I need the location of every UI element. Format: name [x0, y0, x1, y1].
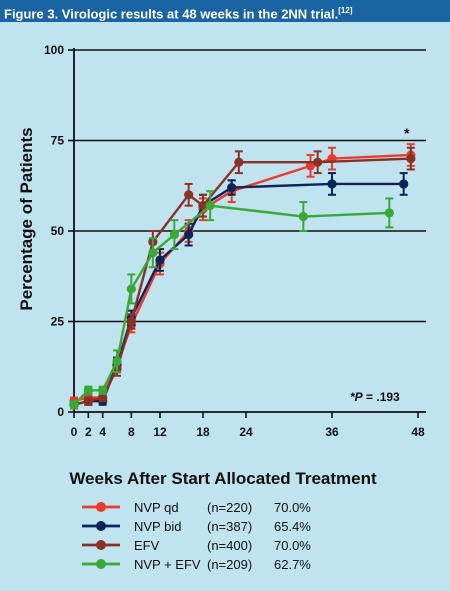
series-nvp-efv	[69, 190, 394, 410]
data-point	[198, 201, 208, 211]
legend: NVP qd (n=220) 70.0% NVP bid (n=387) 65.4% EFV…	[82, 500, 311, 572]
axes	[68, 48, 426, 418]
data-point	[98, 385, 108, 395]
legend-series-name: NVP qd	[134, 500, 179, 515]
legend-series-name: NVP bid	[134, 519, 181, 534]
legend-percentage: 62.7%	[274, 557, 311, 572]
data-point	[184, 190, 194, 200]
series-line	[73, 157, 411, 406]
legend-swatch-marker	[96, 540, 106, 550]
data-point	[148, 248, 158, 258]
x-tick-label: 0	[71, 425, 78, 439]
legend-percentage: 70.0%	[274, 538, 311, 553]
data-point	[384, 208, 394, 218]
data-point	[69, 400, 79, 410]
legend-sample-size: (n=220)	[207, 500, 252, 515]
y-axis-label: Percentage of Patients	[17, 127, 36, 310]
x-tick-label: 36	[325, 425, 339, 439]
x-tick-label: 8	[128, 425, 135, 439]
y-tick-labels: 0 25 50 75 100	[44, 43, 64, 419]
y-tick-label: 100	[44, 43, 64, 57]
data-point	[98, 392, 108, 403]
data-point	[234, 157, 244, 167]
series-line	[73, 204, 390, 406]
data-point	[399, 179, 409, 189]
legend-item: EFV (n=400) 70.0%	[82, 538, 311, 553]
x-tick-label: 18	[196, 425, 210, 439]
data-point	[83, 396, 93, 406]
data-point	[406, 154, 416, 164]
x-tick-label: 12	[153, 425, 167, 439]
y-tick-label: 0	[57, 405, 64, 419]
y-tick-label: 75	[51, 134, 65, 148]
data-point	[126, 316, 136, 327]
data-point	[313, 157, 323, 167]
y-tick-label: 50	[51, 224, 65, 238]
legend-swatch-marker	[96, 521, 106, 531]
p-value-annotation: *P = .193	[350, 390, 400, 404]
legend-sample-size: (n=387)	[207, 519, 252, 534]
data-point	[305, 161, 316, 171]
series-line	[73, 153, 411, 403]
x-tick-label: 48	[411, 425, 425, 439]
data-point	[126, 284, 136, 294]
legend-series-name: EFV	[134, 538, 160, 553]
data-point	[298, 211, 308, 222]
x-tick-labels: 0 2 4 8 12 18 24 36 48	[71, 425, 425, 439]
data-point	[155, 255, 165, 265]
x-tick-label: 24	[239, 425, 253, 439]
data-point	[184, 230, 194, 240]
x-tick-label: 2	[85, 425, 92, 439]
legend-sample-size: (n=400)	[207, 538, 252, 553]
data-point	[112, 356, 122, 366]
data-point	[83, 385, 93, 395]
figure-title: Figure 3. Virologic results at 48 weeks …	[0, 0, 450, 22]
data-point	[327, 179, 337, 189]
x-axis-label: Weeks After Start Allocated Treatment	[69, 469, 377, 488]
series-layer	[69, 143, 416, 410]
p-value-text: = .193	[363, 390, 400, 404]
legend-item: NVP qd (n=220) 70.0%	[82, 500, 311, 515]
gridlines	[74, 49, 426, 323]
significance-star: *	[404, 125, 410, 141]
legend-swatch-marker	[96, 502, 106, 512]
chart-panel: 0 25 50 75 100 0 2 4 8 12 18 24 36 48 Percentage of …	[6, 26, 444, 585]
legend-sample-size: (n=209)	[207, 557, 252, 572]
data-point	[205, 201, 215, 211]
legend-percentage: 70.0%	[274, 500, 311, 515]
legend-item: NVP bid (n=387) 65.4%	[82, 519, 311, 534]
data-point	[169, 230, 179, 240]
figure-title-text: Figure 3. Virologic results at 48 weeks …	[4, 6, 339, 22]
data-point	[227, 182, 237, 193]
legend-series-name: NVP + EFV	[134, 557, 201, 572]
legend-swatch-marker	[96, 559, 106, 569]
p-value-symbol: *P	[350, 390, 364, 404]
figure-title-reference: [12]	[338, 6, 353, 15]
y-tick-label: 25	[51, 315, 65, 329]
legend-percentage: 65.4%	[274, 519, 311, 534]
legend-item: NVP + EFV (n=209) 62.7%	[82, 557, 311, 572]
series-line	[73, 182, 404, 406]
x-tick-label: 4	[99, 425, 106, 439]
